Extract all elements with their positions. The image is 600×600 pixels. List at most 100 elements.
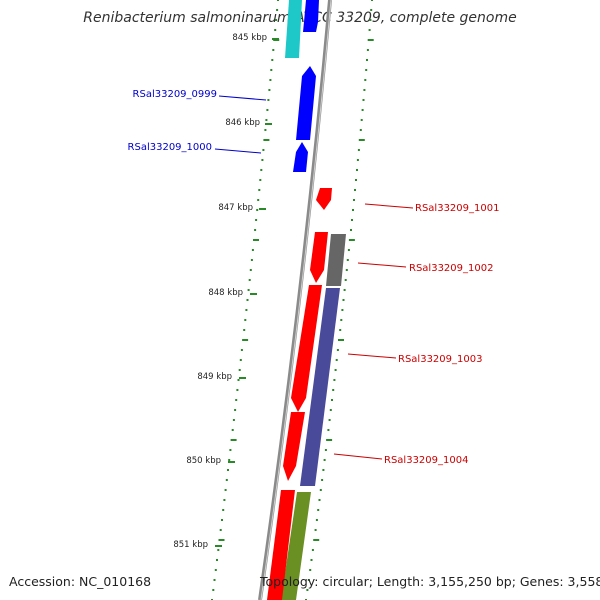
feature-gray[interactable]: [326, 234, 346, 286]
right-track-tick: [351, 219, 353, 221]
left-track-tick: [256, 209, 259, 211]
right-track-tick: [317, 509, 320, 511]
cds-rsal33209-1003[interactable]: [291, 285, 322, 412]
left-track-tick: [253, 239, 259, 241]
cds-rsal33209-1002[interactable]: [310, 232, 328, 283]
left-track-tick: [221, 519, 223, 521]
right-track-tick: [315, 519, 318, 521]
right-track-tick: [343, 289, 346, 291]
left-track-tick: [212, 589, 215, 591]
right-track-tick: [362, 99, 365, 101]
left-track-tick: [269, 79, 272, 81]
left-track-tick: [266, 109, 269, 111]
right-track-tick: [344, 279, 347, 281]
left-track-tick: [259, 179, 262, 181]
gene-label-layer: RSal33209_0999 RSal33209_1000 RSal33209_…: [128, 89, 500, 466]
scale-label-848: 848 kbp: [208, 288, 243, 298]
gene-label-rsal33209-1004[interactable]: RSal33209_1004: [384, 455, 468, 466]
cds-red-bottom[interactable]: [267, 490, 295, 600]
left-track-tick: [250, 259, 253, 261]
leader-line-1003: [347, 353, 397, 359]
left-track-tick: [248, 279, 251, 281]
left-track-tick: [239, 359, 242, 361]
right-track-tick: [359, 129, 362, 131]
left-track-tick: [235, 399, 238, 401]
right-track-tick: [366, 49, 369, 51]
left-track-tick: [261, 159, 264, 161]
right-track-tick: [322, 469, 325, 471]
right-track-tick: [309, 569, 312, 571]
left-track-tick: [242, 339, 249, 341]
left-track-tick: [260, 169, 263, 171]
left-track-tick: [268, 89, 271, 91]
left-track-tick: [271, 59, 274, 61]
scale-mark-846: [265, 123, 272, 125]
left-track-tick: [265, 119, 268, 121]
left-track-tick: [217, 549, 220, 551]
right-track-tick: [350, 229, 352, 231]
scale-label-850: 850 kbp: [186, 456, 221, 466]
right-track-tick: [358, 139, 365, 141]
left-track-tick: [262, 149, 265, 151]
left-track-tick: [249, 269, 252, 271]
right-track-tick: [341, 309, 344, 311]
genome-summary-text: Topology: circular; Length: 3,155,250 bp…: [260, 574, 600, 589]
gene-label-rsal33209-1000[interactable]: RSal33209_1000: [128, 142, 212, 153]
cds-rsal33209-1001[interactable]: [316, 188, 332, 210]
leader-line-1000: [214, 148, 262, 154]
right-track-tick: [338, 339, 344, 341]
cds-blue-top[interactable]: [303, 0, 319, 32]
scale-mark-847: [259, 208, 266, 210]
left-track-tick: [223, 499, 226, 501]
gene-label-rsal33209-1002[interactable]: RSal33209_1002: [409, 263, 493, 274]
right-track-tick: [367, 39, 374, 41]
left-track-tick: [275, 19, 278, 21]
leader-line-1002: [357, 262, 407, 268]
genome-backbone: [258, 0, 332, 600]
right-track-tick: [314, 529, 317, 531]
cds-rsal33209-1000[interactable]: [293, 142, 308, 172]
right-track-tick: [353, 199, 355, 201]
cds-rsal33209-1004[interactable]: [283, 412, 305, 481]
accession-text: Accession: NC_010168: [9, 574, 152, 589]
left-track-tick: [246, 299, 249, 301]
scale-mark-845: [272, 38, 279, 40]
right-track-tick: [347, 249, 350, 251]
left-track-tick: [231, 429, 234, 431]
right-track-tick: [348, 239, 355, 241]
gene-label-rsal33209-1003[interactable]: RSal33209_1003: [398, 354, 482, 365]
left-track-tick: [227, 469, 229, 471]
right-track-tick: [319, 489, 322, 491]
right-track-tick: [354, 189, 356, 191]
left-track-tick: [272, 49, 275, 51]
right-track-tick: [366, 59, 368, 61]
left-track-tick: [243, 329, 246, 331]
left-track-tick: [232, 419, 235, 421]
left-track-tick: [218, 539, 225, 541]
gene-label-rsal33209-1001[interactable]: RSal33209_1001: [415, 203, 499, 214]
right-track-tick: [332, 389, 335, 391]
genome-backbone-highlight: [260, 0, 332, 600]
right-track-tick: [370, 9, 373, 11]
right-track-tick: [329, 409, 332, 411]
right-track-tick: [361, 109, 364, 111]
feature-slate[interactable]: [300, 288, 340, 486]
left-track-tick: [258, 189, 261, 191]
left-tick-track: [211, 0, 280, 600]
scale-mark-849: [239, 377, 246, 379]
right-track-tick: [364, 79, 367, 81]
scale-label-851: 851 kbp: [173, 540, 208, 550]
feature-olive[interactable]: [281, 492, 311, 600]
cds-rsal33209-0999[interactable]: [296, 66, 316, 140]
right-track-tick: [313, 539, 320, 541]
right-tick-track: [305, 0, 374, 600]
gene-label-rsal33209-0999[interactable]: RSal33209_0999: [133, 89, 217, 100]
feature-cyan[interactable]: [285, 0, 302, 58]
right-track-tick: [339, 329, 342, 331]
left-track-tick: [245, 309, 248, 311]
left-track-tick: [214, 569, 217, 571]
right-track-tick: [363, 89, 366, 91]
left-track-tick: [236, 389, 239, 391]
left-track-tick: [228, 459, 231, 461]
